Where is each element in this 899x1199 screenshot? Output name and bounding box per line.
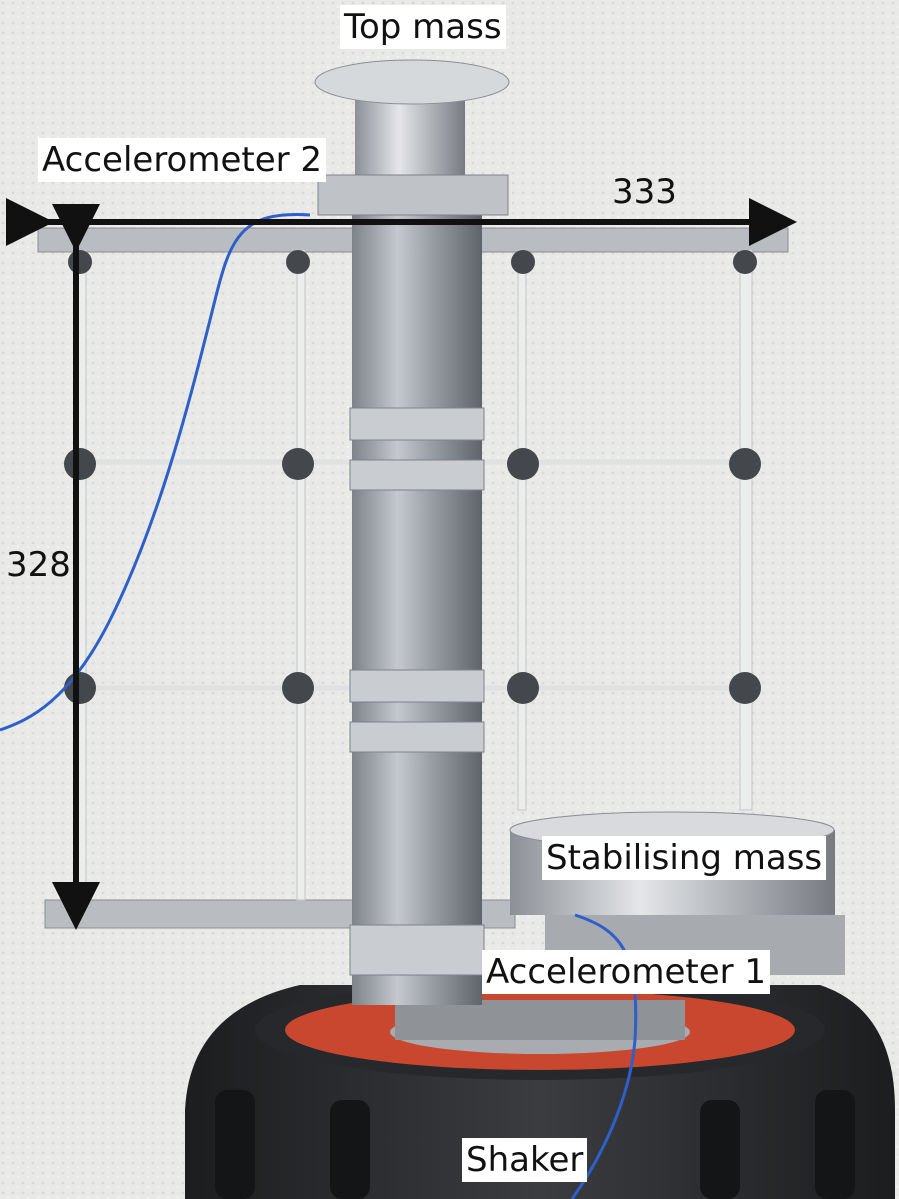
- accelerometer-2-label: Accelerometer 2: [38, 138, 327, 182]
- shaker-label: Shaker: [462, 1138, 588, 1182]
- accelerometer-1-cable: [570, 913, 638, 1199]
- column-clamps: [349, 407, 485, 976]
- height-dimension-label: 328: [6, 545, 71, 585]
- width-dimension-label: 333: [612, 172, 677, 212]
- accelerometer-1-label: Accelerometer 1: [482, 950, 771, 994]
- top-mass-label: Top mass: [340, 5, 506, 49]
- stabilising-mass-label: Stabilising mass: [542, 836, 827, 880]
- central-column: [352, 185, 482, 1005]
